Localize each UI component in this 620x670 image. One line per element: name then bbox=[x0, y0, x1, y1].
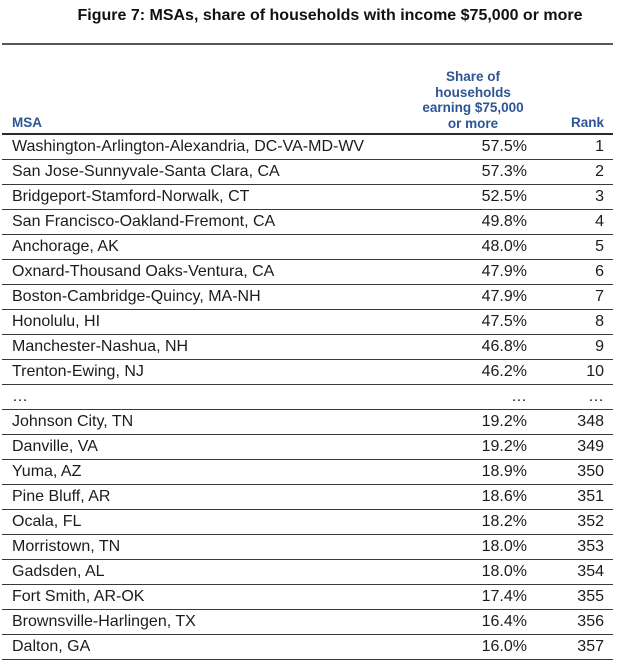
column-header-msa: MSA bbox=[12, 115, 42, 130]
rank-cell: 5 bbox=[595, 238, 604, 255]
share-cell: 48.0% bbox=[481, 238, 527, 255]
share-cell: 18.9% bbox=[481, 463, 527, 480]
msa-cell: Trenton-Ewing, NJ bbox=[12, 363, 144, 380]
table-row: San Jose-Sunnyvale-Santa Clara, CA 57.3%… bbox=[2, 160, 613, 185]
rank-cell: … bbox=[588, 388, 604, 405]
rank-cell: 3 bbox=[595, 188, 604, 205]
table-row: Brownsville-Harlingen, TX 16.4% 356 bbox=[2, 610, 613, 635]
rank-cell: 351 bbox=[577, 488, 604, 505]
rank-cell: 356 bbox=[577, 613, 604, 630]
rank-cell: 349 bbox=[577, 438, 604, 455]
table-row-ellipsis: … … … bbox=[2, 385, 613, 410]
msa-cell: Gadsden, AL bbox=[12, 563, 105, 580]
table-row: Oxnard-Thousand Oaks-Ventura, CA 47.9% 6 bbox=[2, 260, 613, 285]
table-row: Fort Smith, AR-OK 17.4% 355 bbox=[2, 585, 613, 610]
table-row: Boston-Cambridge-Quincy, MA-NH 47.9% 7 bbox=[2, 285, 613, 310]
share-cell: 47.9% bbox=[481, 288, 527, 305]
share-cell: 16.0% bbox=[481, 638, 527, 655]
share-cell: 18.0% bbox=[481, 563, 527, 580]
share-cell: 49.8% bbox=[481, 213, 527, 230]
rank-cell: 354 bbox=[577, 563, 604, 580]
share-cell: 47.9% bbox=[481, 263, 527, 280]
msa-cell: Morristown, TN bbox=[12, 538, 121, 555]
share-cell: 46.8% bbox=[481, 338, 527, 355]
rank-cell: 9 bbox=[595, 338, 604, 355]
msa-cell: Oxnard-Thousand Oaks-Ventura, CA bbox=[12, 263, 275, 280]
share-cell: 47.5% bbox=[481, 313, 527, 330]
msa-cell: Bridgeport-Stamford-Norwalk, CT bbox=[12, 188, 250, 205]
msa-cell: … bbox=[12, 388, 28, 405]
msa-cell: Johnson City, TN bbox=[12, 413, 134, 430]
table-row: Honolulu, HI 47.5% 8 bbox=[2, 310, 613, 335]
table-row: Gadsden, AL 18.0% 354 bbox=[2, 560, 613, 585]
share-cell: 46.2% bbox=[481, 363, 527, 380]
rank-cell: 357 bbox=[577, 638, 604, 655]
rank-cell: 355 bbox=[577, 588, 604, 605]
table-row: San Francisco-Oakland-Fremont, CA 49.8% … bbox=[2, 210, 613, 235]
table-row: Bridgeport-Stamford-Norwalk, CT 52.5% 3 bbox=[2, 185, 613, 210]
rank-cell: 1 bbox=[595, 138, 604, 155]
rank-cell: 10 bbox=[586, 363, 604, 380]
rank-cell: 6 bbox=[595, 263, 604, 280]
table-row: Anchorage, AK 48.0% 5 bbox=[2, 235, 613, 260]
table-row: Trenton-Ewing, NJ 46.2% 10 bbox=[2, 360, 613, 385]
msa-cell: San Francisco-Oakland-Fremont, CA bbox=[12, 213, 276, 230]
figure-title: Figure 7: MSAs, share of households with… bbox=[77, 7, 583, 24]
msa-cell: Washington-Arlington-Alexandria, DC-VA-M… bbox=[12, 138, 365, 155]
msa-cell: Dalton, GA bbox=[12, 638, 91, 655]
msa-cell: Anchorage, AK bbox=[12, 238, 119, 255]
column-header-rank: Rank bbox=[570, 115, 604, 130]
share-cell: 18.2% bbox=[481, 513, 527, 530]
table-row: Washington-Arlington-Alexandria, DC-VA-M… bbox=[2, 135, 613, 160]
rank-cell: 348 bbox=[577, 413, 604, 430]
table-row: Yuma, AZ 18.9% 350 bbox=[2, 460, 613, 485]
share-cell: 18.0% bbox=[481, 538, 527, 555]
rank-cell: 352 bbox=[577, 513, 604, 530]
rank-cell: 8 bbox=[595, 313, 604, 330]
table-row: Ocala, FL 18.2% 352 bbox=[2, 510, 613, 535]
table-row: Morristown, TN 18.0% 353 bbox=[2, 535, 613, 560]
table-row: Danville, VA 19.2% 349 bbox=[2, 435, 613, 460]
share-cell: 52.5% bbox=[481, 188, 527, 205]
msa-cell: San Jose-Sunnyvale-Santa Clara, CA bbox=[12, 163, 280, 180]
table-row: Dalton, GA 16.0% 357 bbox=[2, 635, 613, 660]
rank-cell: 7 bbox=[595, 288, 604, 305]
table-row: Johnson City, TN 19.2% 348 bbox=[2, 410, 613, 435]
share-cell: 17.4% bbox=[481, 588, 527, 605]
rank-cell: 353 bbox=[577, 538, 604, 555]
share-cell: … bbox=[511, 388, 527, 405]
rank-cell: 2 bbox=[595, 163, 604, 180]
msa-cell: Honolulu, HI bbox=[12, 313, 101, 330]
msa-cell: Manchester-Nashua, NH bbox=[12, 338, 189, 355]
msa-cell: Pine Bluff, AR bbox=[12, 488, 111, 505]
rank-cell: 350 bbox=[577, 463, 604, 480]
share-cell: 57.3% bbox=[481, 163, 527, 180]
msa-cell: Boston-Cambridge-Quincy, MA-NH bbox=[12, 288, 261, 305]
share-cell: 19.2% bbox=[481, 413, 527, 430]
share-cell: 57.5% bbox=[481, 138, 527, 155]
share-cell: 19.2% bbox=[481, 438, 527, 455]
table-row: Pine Bluff, AR 18.6% 351 bbox=[2, 485, 613, 510]
msa-table: MSA Share of households earning $75,000 … bbox=[2, 43, 613, 660]
table-header-row: MSA Share of households earning $75,000 … bbox=[2, 45, 613, 135]
msa-cell: Ocala, FL bbox=[12, 513, 82, 530]
msa-cell: Yuma, AZ bbox=[12, 463, 82, 480]
rank-cell: 4 bbox=[595, 213, 604, 230]
share-cell: 16.4% bbox=[481, 613, 527, 630]
msa-cell: Brownsville-Harlingen, TX bbox=[12, 613, 196, 630]
column-header-share: Share of households earning $75,000 or m… bbox=[422, 69, 524, 131]
msa-cell: Danville, VA bbox=[12, 438, 98, 455]
share-cell: 18.6% bbox=[481, 488, 527, 505]
table-row: Manchester-Nashua, NH 46.8% 9 bbox=[2, 335, 613, 360]
msa-cell: Fort Smith, AR-OK bbox=[12, 588, 145, 605]
